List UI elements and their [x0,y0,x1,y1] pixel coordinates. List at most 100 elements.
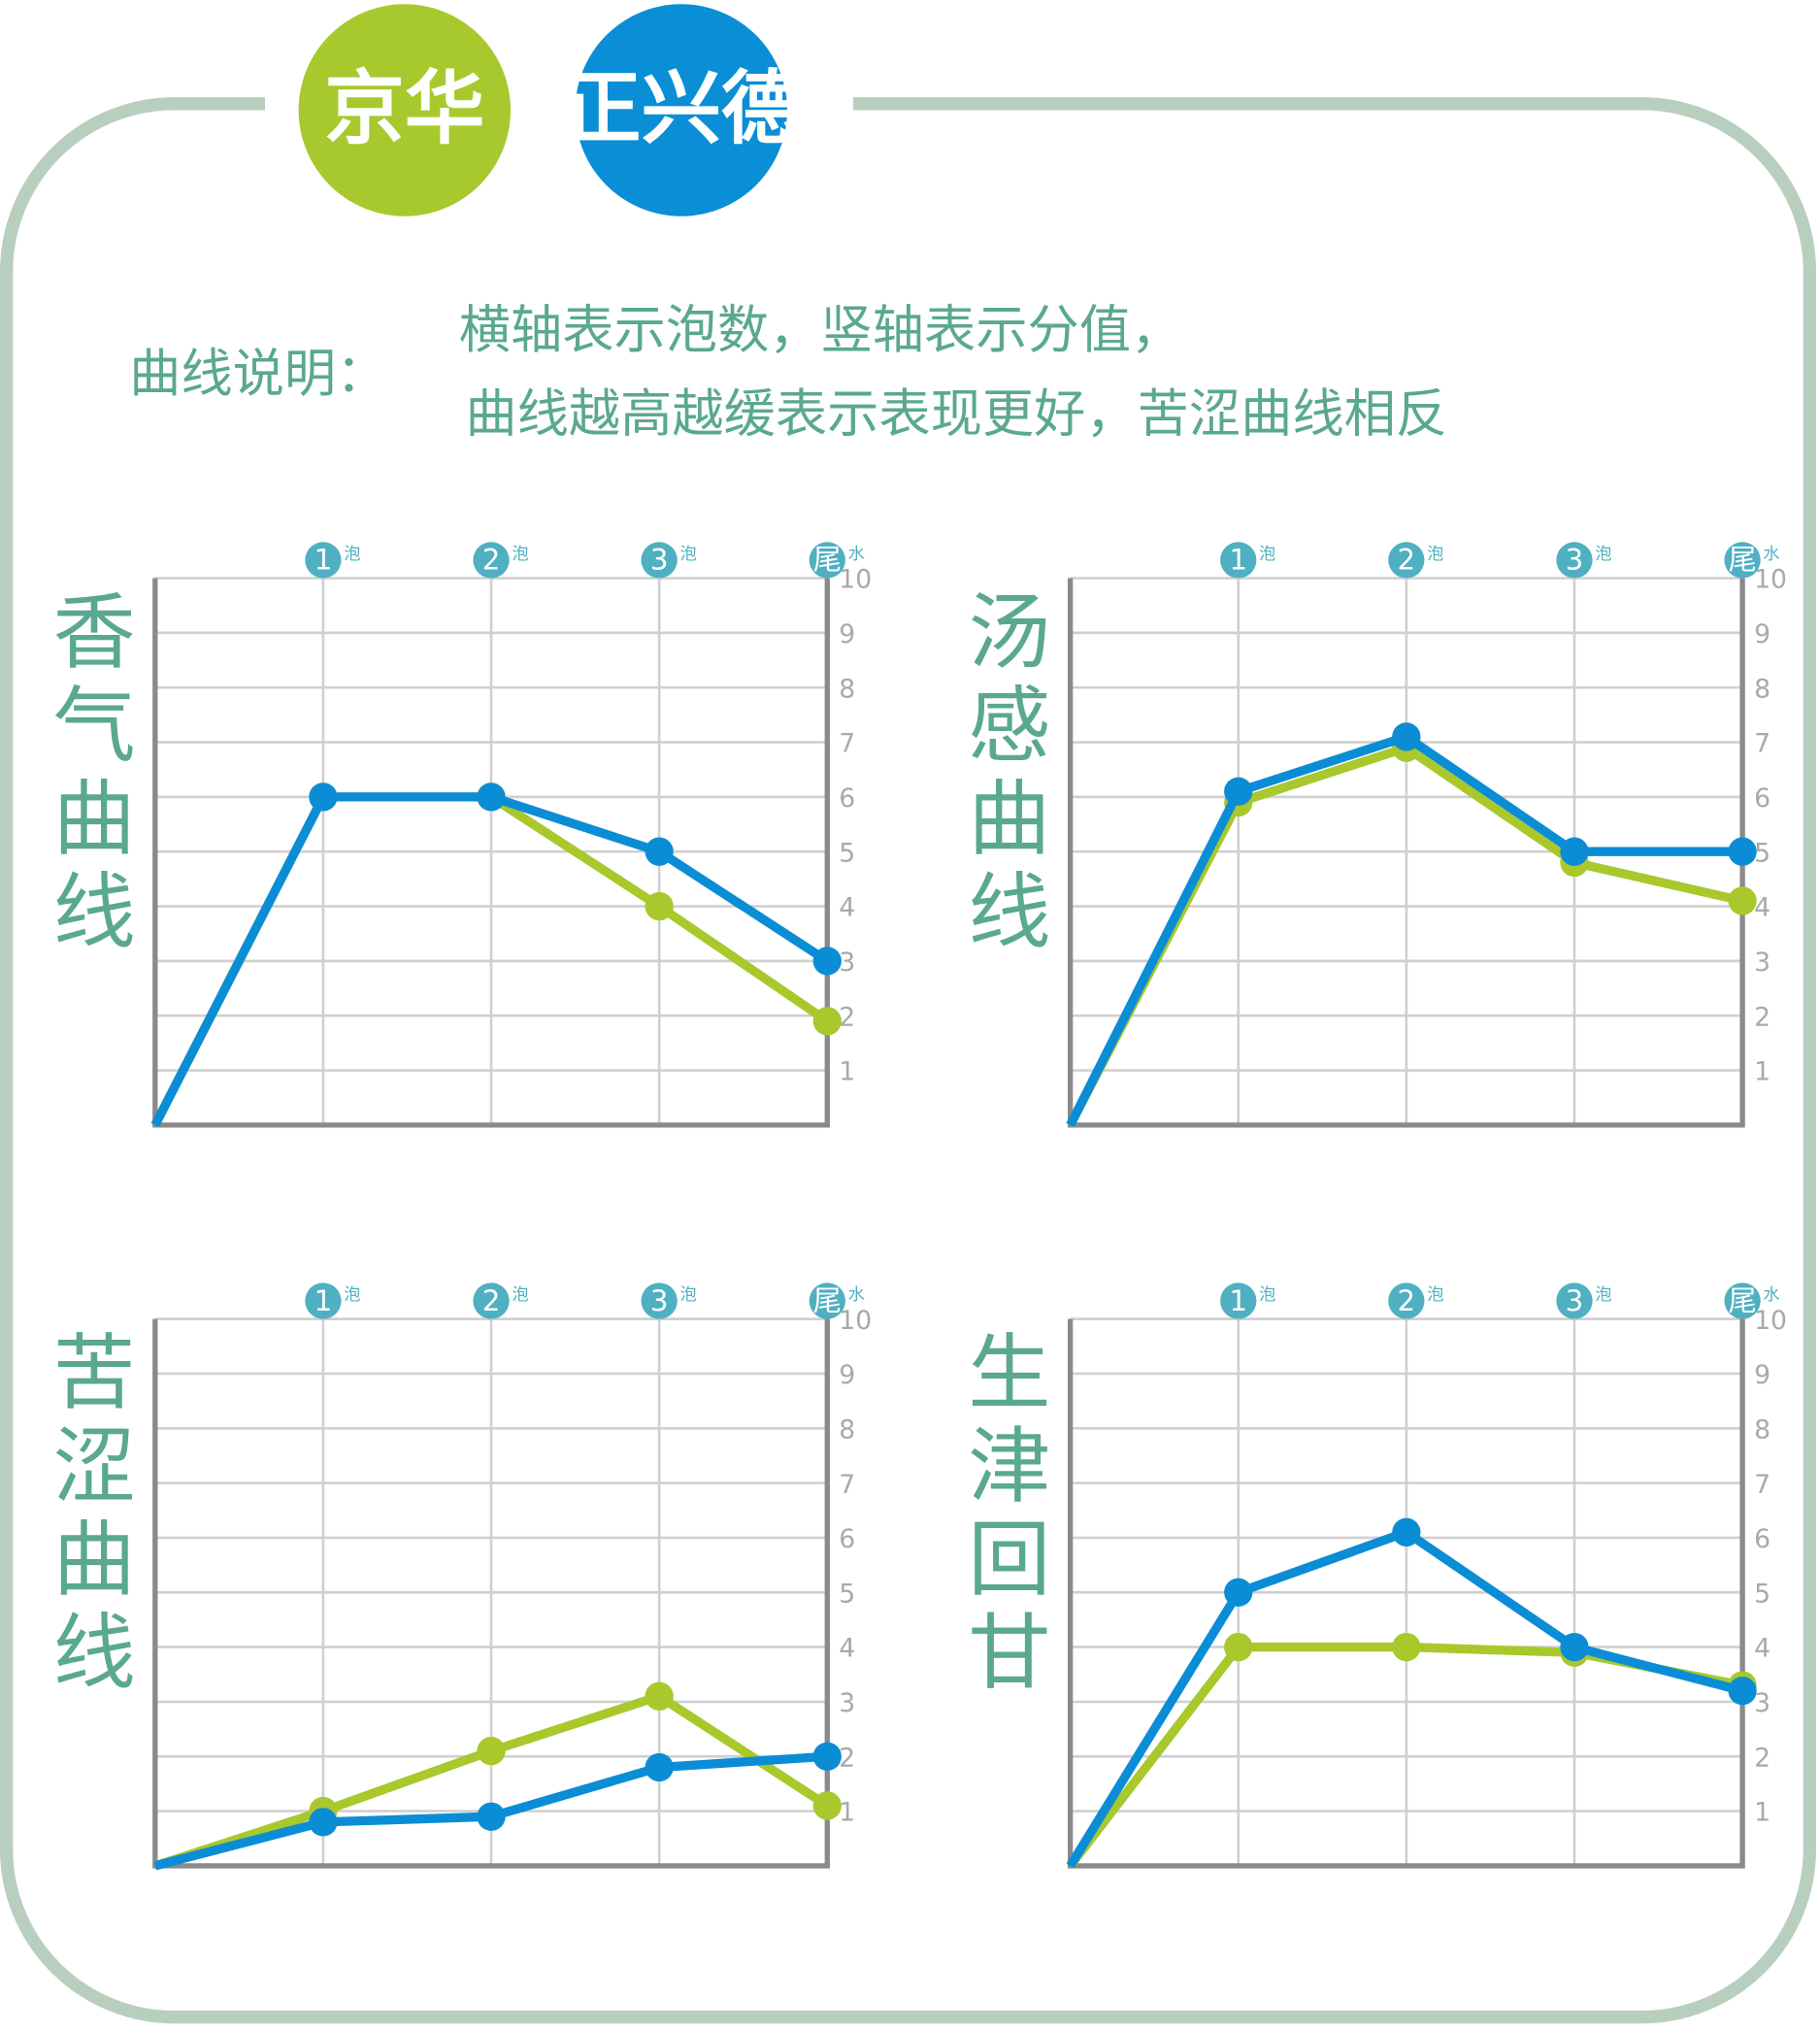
x-tick-suffix: 泡 [1259,545,1275,564]
point [1224,1578,1253,1607]
x-tick-label: 尾 [813,544,842,577]
y-tick-label: 6 [1754,1524,1770,1554]
x-tick-label: 1 [1229,1284,1247,1317]
y-tick-label: 7 [839,729,855,759]
x-tick-badge [305,542,342,579]
y-tick-label: 7 [1754,1470,1770,1500]
x-tick-label: 2 [1398,1284,1416,1317]
chart-title: 生津回甘 [953,1329,1049,1701]
point [477,1802,506,1831]
point [1224,777,1253,806]
y-tick-label: 1 [839,1798,855,1828]
x-tick-badge [809,542,845,579]
x-tick-badge [1724,1282,1761,1319]
frame [0,97,1817,2024]
point [1224,1632,1253,1662]
note-line: 曲线越高越缓表示表现更好，苦涩曲线相反 [465,383,1447,444]
y-tick-label: 6 [1754,783,1770,814]
x-tick-suffix: 泡 [512,1285,528,1305]
point [1728,837,1757,866]
x-tick-label: 尾 [1728,544,1756,577]
x-tick-badge [1388,542,1425,579]
axis [152,1318,830,1869]
point [1392,722,1421,751]
y-tick-label: 10 [839,1306,872,1336]
x-tick-label: 1 [1229,544,1247,577]
y-tick-label: 9 [1754,1360,1770,1390]
y-tick-label: 5 [1754,838,1770,868]
x-tick-badge [809,1282,845,1319]
chart-title: 苦涩曲线 [38,1329,134,1701]
x-tick-suffix: 泡 [344,545,360,564]
x-tick-suffix: 水 [1763,545,1779,564]
point [645,837,674,866]
x-tick-label: 尾 [813,1284,842,1317]
point [812,947,842,976]
point [1392,1517,1421,1547]
x-tick-suffix: 泡 [1259,1285,1275,1305]
y-tick-label: 2 [1754,1002,1770,1032]
y-tick-label: 5 [839,1579,855,1609]
logo: 正兴德 [561,62,802,155]
y-tick-label: 10 [1754,1306,1787,1336]
y-tick-label: 8 [839,674,855,704]
y-tick-label: 3 [1754,1688,1770,1718]
point [477,1736,506,1766]
y-tick-label: 8 [1754,1414,1770,1445]
x-tick-badge [1220,1282,1257,1319]
point [645,1752,674,1782]
y-tick-label: 3 [839,948,855,978]
y-tick-label: 9 [839,1360,855,1390]
point [1728,1677,1757,1706]
x-tick-suffix: 泡 [1427,545,1443,564]
x-tick-label: 2 [482,1284,501,1317]
y-tick-label: 2 [1754,1743,1770,1773]
x-tick-badge [1556,1282,1593,1319]
y-tick-label: 7 [839,1470,855,1500]
y-tick-label: 10 [839,565,872,595]
x-tick-label: 3 [650,1284,669,1317]
point [1392,1632,1421,1662]
point [1560,837,1589,866]
x-tick-label: 2 [482,544,501,577]
axis [152,578,830,1128]
x-tick-suffix: 水 [848,545,865,564]
point [812,1007,842,1036]
point [477,782,506,812]
y-tick-label: 2 [839,1743,855,1773]
y-tick-label: 9 [839,619,855,649]
x-tick-label: 1 [314,544,333,577]
x-tick-suffix: 泡 [344,1285,360,1305]
x-tick-suffix: 泡 [679,545,696,564]
x-tick-badge [641,1282,678,1319]
y-tick-label: 4 [839,893,855,923]
x-tick-label: 2 [1398,544,1416,577]
chart-title: 香气曲线 [38,588,134,961]
x-tick-badge [473,1282,510,1319]
x-tick-suffix: 泡 [1595,545,1611,564]
y-tick-label: 10 [1754,565,1787,595]
note-label: 曲线说明： [129,344,387,404]
y-tick-label: 6 [839,1524,855,1554]
chart-title: 汤感曲线 [953,588,1049,961]
point [309,1808,338,1837]
x-tick-badge [1220,542,1257,579]
x-tick-label: 1 [314,1284,333,1317]
y-tick-label: 5 [839,838,855,868]
logo-badge [298,4,512,216]
x-tick-badge [473,542,510,579]
x-tick-badge [1724,542,1761,579]
x-tick-suffix: 泡 [1427,1285,1443,1305]
point [645,891,674,921]
y-tick-label: 3 [839,1688,855,1718]
y-tick-label: 4 [1754,1634,1770,1664]
x-tick-label: 3 [650,544,669,577]
x-tick-label: 3 [1566,544,1584,577]
logo-badge [575,4,787,216]
y-tick-label: 4 [839,1634,855,1664]
x-tick-suffix: 水 [1763,1285,1779,1305]
y-tick-label: 9 [1754,619,1770,649]
y-tick-label: 1 [839,1057,855,1087]
y-tick-label: 1 [1754,1798,1770,1828]
y-tick-label: 8 [839,1414,855,1445]
